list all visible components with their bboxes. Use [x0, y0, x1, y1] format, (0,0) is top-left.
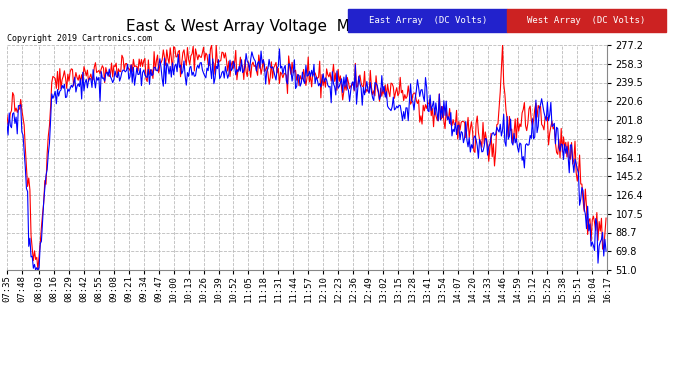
Text: Copyright 2019 Cartronics.com: Copyright 2019 Cartronics.com	[7, 34, 152, 43]
Text: East & West Array Voltage  Mon Dec 16  16:29: East & West Array Voltage Mon Dec 16 16:…	[126, 19, 482, 34]
Text: East Array  (DC Volts): East Array (DC Volts)	[368, 16, 487, 25]
Text: West Array  (DC Volts): West Array (DC Volts)	[527, 16, 646, 25]
